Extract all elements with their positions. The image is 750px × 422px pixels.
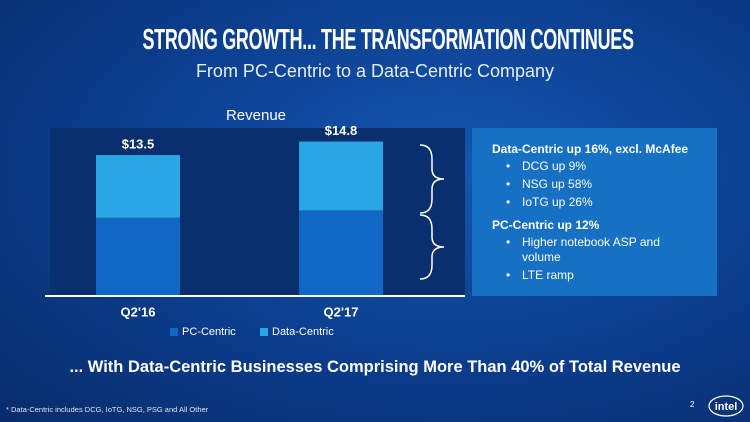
legend-swatch [170,328,178,336]
bar-segment [299,141,383,211]
callout: Data-Centric up 16%, excl. McAfee DCG up … [472,128,717,296]
legend-swatch [260,328,268,336]
total-label: $13.5 [122,137,155,152]
callout-item: NSG up 58% [506,177,662,192]
brace [419,214,445,280]
callout-item: LTE ramp [506,268,662,283]
tagline: ... With Data-Centric Businesses Compris… [69,358,681,376]
legend-label: Data-Centric [272,326,334,338]
footnote: * Data-Centric includes DCG, IoTG, NSG, … [6,405,209,414]
callout-item: DCG up 9% [506,159,662,174]
callout-item: IoTG up 26% [506,195,662,210]
title: STRONG GROWTH... THE TRANSFORMATION CONT… [142,24,634,56]
page-number: 2 [690,400,695,409]
bar-segment [96,217,180,296]
x-tick-label: Q2'17 [324,304,359,319]
subtitle: From PC-Centric to a Data-Centric Compan… [195,61,555,81]
brace [419,144,445,214]
callout-heading: PC-Centric up 12% [492,218,600,232]
bar-segment [299,210,383,296]
bar-segment [96,155,180,218]
callout-heading: Data-Centric up 16%, excl. McAfee [492,142,689,156]
total-label: $14.8 [325,123,358,138]
logo: intel [715,401,738,413]
callout-item: Higher notebook ASP and volume [506,235,662,265]
callout-group: Data-Centric up 16%, excl. McAfee DCG up … [492,142,703,210]
x-tick-label: Q2'16 [121,304,156,319]
chart-title: Revenue [226,107,286,124]
logo-ring [708,395,744,417]
legend-label: PC-Centric [182,326,236,338]
callout-group: PC-Centric up 12% Higher notebook ASP and… [492,218,703,283]
